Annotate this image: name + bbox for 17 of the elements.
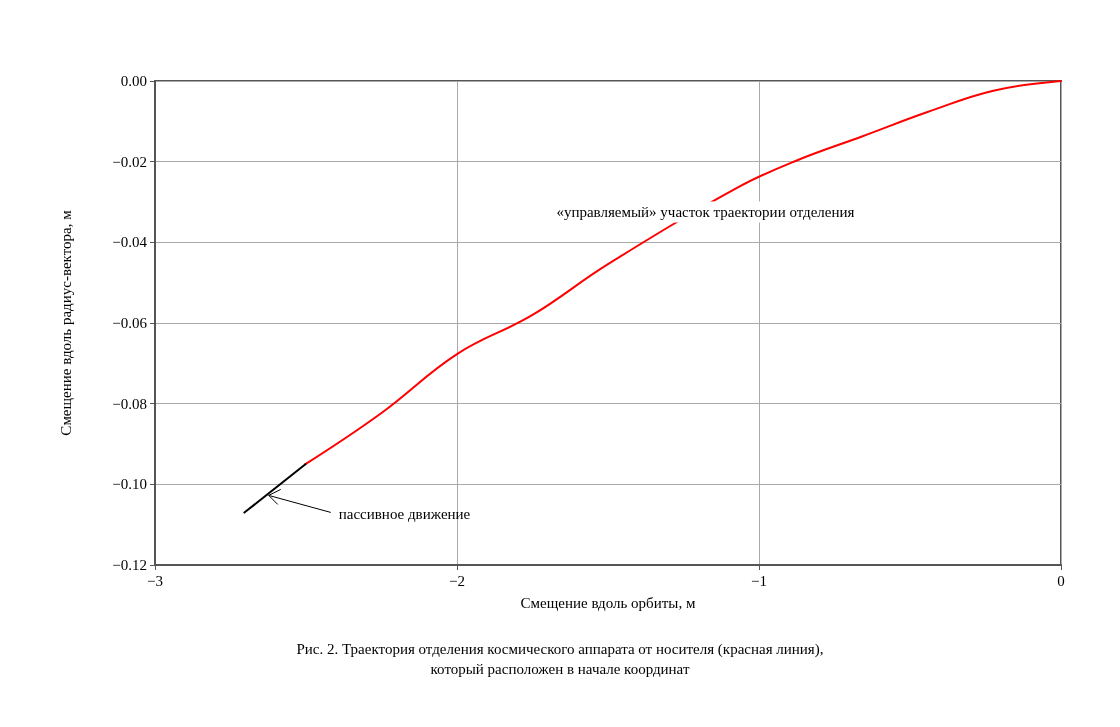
y-tick-label: −0.06 [112,315,148,331]
y-axis-title: Смещение вдоль радиус-вектора, м [57,209,74,436]
annotation: «управляемый» участок траектории отделения [556,204,855,220]
y-tick-label: −0.04 [112,234,148,251]
text: Рис. 2. Траектория отделения космического аппарата от носителя (красная линия), который расположен в начале координат [296,641,824,677]
y-tick-label: 0.00 [120,73,147,89]
y-tick-label: −0.12 [112,557,147,573]
annotation: пассивное движение [338,506,471,523]
line-series [304,80,1062,466]
y-tick-label: −0.08 [112,395,147,412]
x-tick-label: 0 [1057,572,1065,589]
x-axis-title: Смещение вдоль орбиты, м [520,594,696,611]
x-tick-label: −1 [751,572,767,589]
y-tick-label: −0.02 [112,153,147,170]
y-tick-label: −0.10 [112,476,147,493]
x-tick-label: −2 [449,572,465,589]
x-tick-label: −3 [147,572,163,589]
